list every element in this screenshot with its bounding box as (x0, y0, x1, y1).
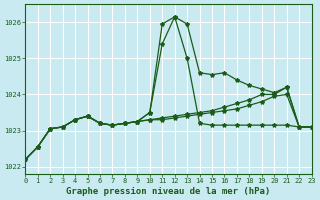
X-axis label: Graphe pression niveau de la mer (hPa): Graphe pression niveau de la mer (hPa) (66, 187, 271, 196)
